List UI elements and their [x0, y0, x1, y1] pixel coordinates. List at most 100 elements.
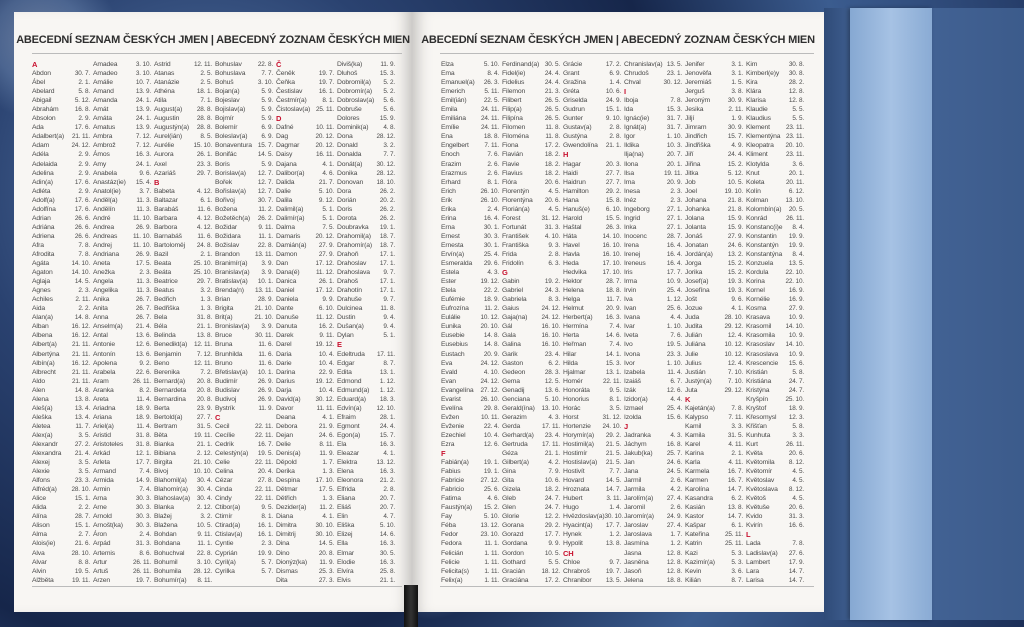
name-day-date: 28. 12.: [376, 169, 396, 177]
name-entry: Eleazar 4. 1.: [337, 449, 395, 458]
name-entry: Ella 16. 3.: [337, 539, 395, 548]
name-entry: Eleonora 21. 2.: [337, 476, 395, 485]
name-day-date: 17. 2.: [605, 61, 621, 68]
name-day-date: 24. 7.: [544, 495, 560, 503]
name-day-date: 21. 4.: [74, 450, 90, 458]
name-entry: Danuta 16. 2.: [276, 322, 334, 331]
name-day-date: 5. 8.: [792, 422, 804, 430]
name-entry: Hostivít 7. 7.: [563, 467, 621, 476]
name: Alida: [32, 504, 47, 512]
name-entry: Birgita 21. 10.: [154, 458, 212, 467]
name-day-date: 13. 8.: [727, 504, 743, 512]
name-day-date: 8. 4.: [792, 223, 804, 231]
name-day-date: 25. 6.: [666, 305, 682, 313]
name-day-date: 21. 1.: [544, 450, 560, 458]
name-entry: Gabriela 8. 3.: [502, 295, 560, 304]
name: Beno: [154, 359, 170, 367]
name-day-date: 15. 6.: [666, 413, 682, 421]
name-entry: Darius 19. 12.: [276, 377, 334, 386]
name-day-date: 27. 1.: [666, 223, 682, 231]
name-day-date: 6. 1.: [731, 522, 743, 530]
name: Jiljí: [685, 115, 695, 123]
name-day-date: 21. 4.: [135, 323, 151, 331]
name-day-date: 23. 9.: [196, 404, 212, 412]
name: Čestislav: [276, 88, 303, 96]
name-day-date: 2. 5.: [200, 79, 212, 87]
name-day-date: 16. 2.: [318, 323, 334, 331]
name: Albena: [32, 332, 53, 340]
name-day-date: 22. 10.: [785, 269, 805, 277]
name: Jorika: [685, 269, 703, 277]
name: Klotylda: [746, 160, 769, 168]
name-day-date: 17. 7.: [666, 269, 682, 277]
name-day-date: 1. 9.: [731, 115, 743, 123]
name: Hamilton: [563, 187, 589, 195]
name: Johanka: [685, 205, 710, 213]
name-day-date: 5. 10.: [483, 61, 499, 68]
name-entry: Drahomír(a) 18. 7.: [337, 241, 395, 250]
name: Athéna: [154, 88, 175, 96]
name-entry: Ariana 18. 9.: [93, 413, 151, 422]
name-day-date: 2. 2.: [78, 504, 90, 512]
name-day-date: 2. 9.: [78, 115, 90, 123]
name-entry: Alois(ie) 21. 6.: [32, 539, 90, 548]
name-entry: Jesika 2. 11.: [685, 105, 743, 114]
name: Barabáš: [154, 205, 179, 213]
name: Dan: [276, 260, 289, 268]
name-entry: Kimberl(e)y 30. 8.: [746, 69, 804, 78]
name-entry: Cyntie 2. 3.: [215, 539, 273, 548]
name-entry: Eduard(a) 18. 3.: [337, 395, 395, 404]
name-day-date: 11. 6.: [197, 205, 212, 213]
name-day-date: 4. 1.: [322, 513, 334, 521]
name-entry: Áron 2. 4.: [93, 530, 151, 539]
name-entry: Františka 9. 3.: [502, 241, 560, 250]
name: Hjalmar: [563, 368, 586, 376]
name-day-date: 26. 11.: [132, 567, 151, 575]
name-entry: Gerhard(a) 23. 4.: [502, 431, 560, 440]
name-day-date: 26. 11.: [785, 214, 804, 222]
name-entry: Juliána 10. 12.: [685, 340, 743, 349]
name-day-date: 10. 11.: [315, 124, 334, 132]
name-entry: Branimír(a) 3. 9.: [215, 259, 273, 268]
name: Benjamin: [154, 350, 182, 358]
name-day-date: 16. 1.: [318, 88, 334, 96]
name: Garik: [502, 350, 518, 358]
name: Kornélie: [746, 296, 770, 304]
name-day-date: 14. 8.: [483, 341, 499, 349]
name-day-date: 16. 3.: [379, 558, 395, 566]
name: Helga: [563, 296, 581, 304]
name-entry: Berenika 7. 2.: [154, 368, 212, 377]
name: Abdon: [32, 70, 51, 78]
name-entry: Alexie 3. 5.: [32, 467, 90, 476]
name-day-date: 13. 5.: [666, 61, 682, 68]
name-entry: Jošt 9. 6.: [685, 295, 743, 304]
name-day-date: 4. 1.: [731, 305, 743, 313]
name: Cedrik: [215, 440, 234, 448]
name: Evarist: [441, 395, 461, 403]
name-day-date: 20. 6.: [544, 178, 560, 186]
name: Judita: [685, 323, 703, 331]
name-day-date: 18. 2.: [544, 169, 560, 177]
name-entry: Dajana 4. 1.: [276, 160, 334, 169]
name-entry: Emerich 5. 11.: [441, 87, 499, 96]
name-entry: Aida 2. 2.: [32, 304, 90, 313]
name: Kvido: [746, 513, 763, 521]
name: Dita: [276, 576, 288, 584]
name-day-date: 22. 5.: [483, 97, 499, 105]
name-day-date: 7. 2.: [200, 368, 212, 376]
name-day-date: 21. 10.: [254, 314, 274, 322]
name: Budislav: [215, 386, 240, 394]
name: Cyrilka: [215, 567, 235, 575]
name-entry: Edmund(a) 1. 12.: [337, 386, 395, 395]
name-day-date: 27. 2.: [74, 440, 90, 448]
name: Béla: [154, 323, 168, 331]
name-day-date: 4. 5.: [548, 205, 560, 213]
name-entry: Jenověfa 3. 1.: [685, 69, 743, 78]
name-day-date: 30. 4.: [196, 495, 212, 503]
name: Grácie: [563, 61, 583, 68]
name-day-date: 5. 8.: [78, 88, 90, 96]
name: Cyntie: [215, 540, 234, 548]
name-day-date: 7. 8.: [78, 241, 90, 249]
name-day-date: 17. 12.: [315, 287, 335, 295]
bookmark-ribbon[interactable]: [404, 585, 418, 627]
